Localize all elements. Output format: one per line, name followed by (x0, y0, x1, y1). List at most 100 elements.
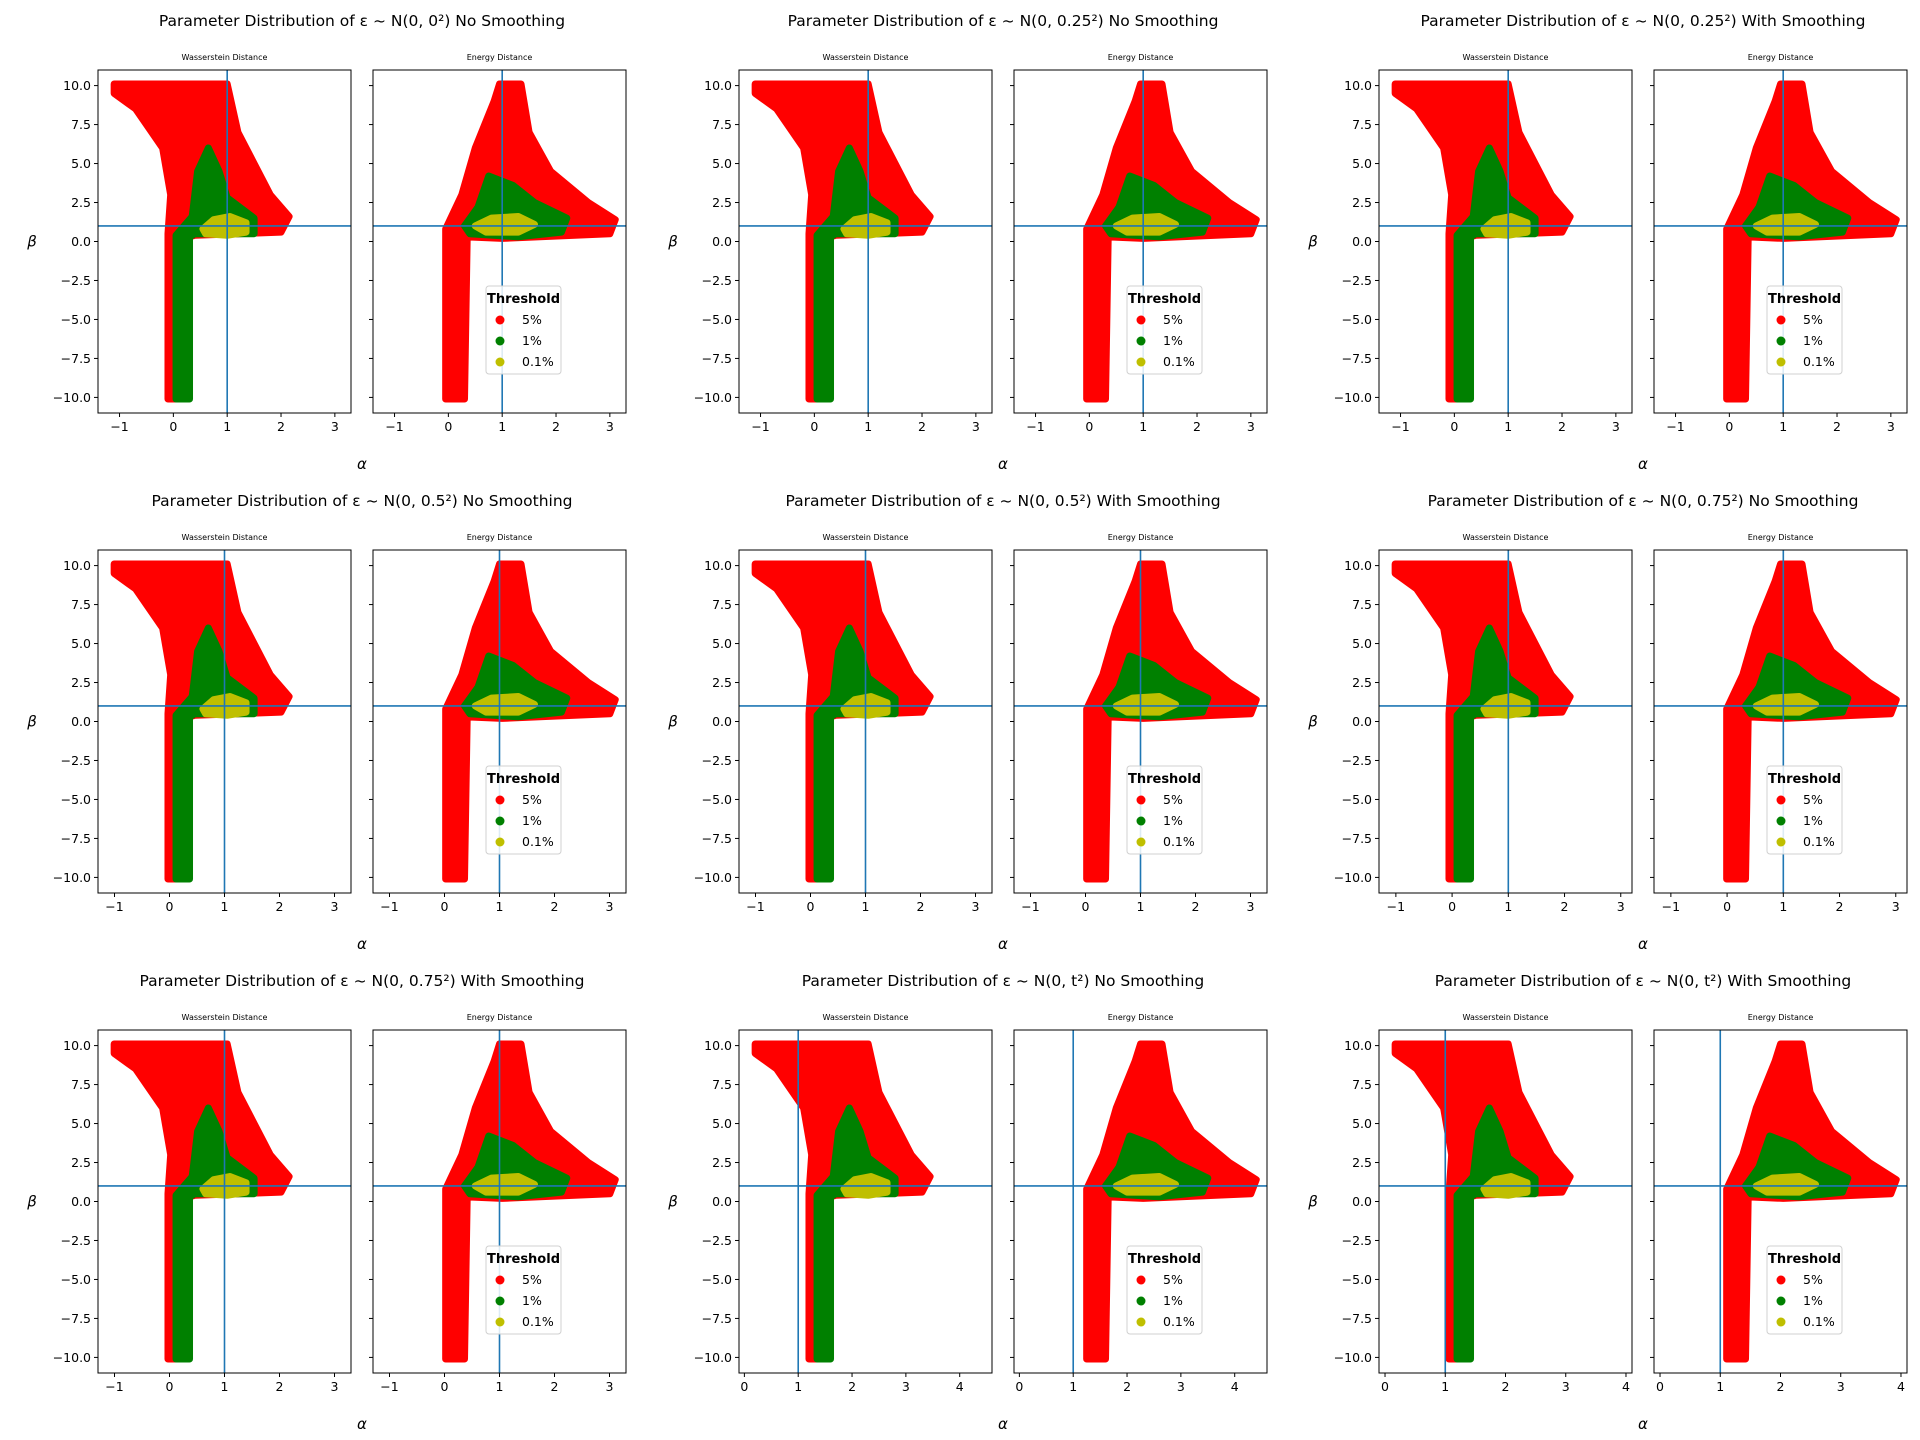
legend-marker-1 (495, 1275, 505, 1285)
x-tick-label: 4 (1231, 1379, 1239, 1394)
legend-marker-3 (1136, 837, 1146, 847)
x-tick-label: 3 (1247, 419, 1255, 434)
x-tick-label: −1 (385, 419, 403, 434)
panel-title: Parameter Distribution of ε ~ N(0, t²) W… (1435, 972, 1852, 990)
legend-marker-2 (1136, 336, 1146, 346)
panel-9: Parameter Distribution of ε ~ N(0, t²) W… (1307, 972, 1908, 1433)
x-tick-label: 1 (1137, 899, 1145, 914)
x-tick-label: 3 (972, 419, 980, 434)
y-axis-label: β (1307, 233, 1318, 251)
legend-box (1766, 1245, 1843, 1335)
region-1pct (813, 144, 899, 403)
x-tick-label: 1 (223, 419, 231, 434)
x-tick-label: 2 (918, 419, 926, 434)
x-tick-label: −1 (751, 419, 769, 434)
region-5pct (1083, 560, 1260, 883)
legend-box (485, 1245, 562, 1335)
x-tick-label: 1 (1139, 419, 1147, 434)
region-layer (1723, 560, 1900, 883)
x-tick-label: 3 (331, 419, 339, 434)
legend-marker-1 (495, 795, 505, 805)
panel-title: Parameter Distribution of ε ~ N(0, 0.75²… (140, 972, 585, 990)
x-tick-label: 0 (1723, 899, 1731, 914)
y-tick-label: 2.5 (1352, 1155, 1372, 1170)
y-tick-label: 10.0 (63, 78, 91, 93)
y-tick-label: −7.5 (61, 351, 91, 366)
legend-title: Threshold (1768, 1252, 1841, 1267)
x-tick-label: 3 (1892, 899, 1900, 914)
legend-label: 5% (522, 1272, 542, 1287)
region-01pct (1112, 693, 1179, 716)
y-axis-label: β (667, 713, 678, 731)
x-axis-label: α (1638, 935, 1648, 953)
y-tick-label: −2.5 (1342, 273, 1372, 288)
legend-label: 5% (1803, 312, 1823, 327)
x-tick-label: 3 (1617, 899, 1625, 914)
y-tick-label: −5.0 (61, 1272, 91, 1287)
y-tick-label: 7.5 (712, 597, 732, 612)
y-tick-label: −2.5 (61, 753, 91, 768)
panel-title: Parameter Distribution of ε ~ N(0, 0.75²… (1428, 492, 1859, 510)
subplot-title: Wasserstein Distance (823, 53, 909, 62)
legend-marker-2 (1776, 816, 1786, 826)
y-tick-label: −10.0 (53, 1350, 91, 1365)
legend-label: 0.1% (1163, 354, 1195, 369)
legend-label: 1% (522, 813, 542, 828)
legend-marker-2 (1136, 1296, 1146, 1306)
x-tick-label: 0 (1015, 1379, 1023, 1394)
region-layer (110, 80, 293, 403)
energy-subplot: Energy Distance −1 0 1 2 3 Threshold 5% 1% 0.1% (1010, 53, 1268, 434)
y-tick-label: 5.0 (712, 636, 732, 651)
y-tick-label: −5.0 (61, 792, 91, 807)
y-tick-label: 10.0 (704, 558, 732, 573)
region-5pct (1083, 1040, 1260, 1363)
legend-marker-3 (495, 1317, 505, 1327)
region-1pct (172, 144, 258, 403)
legend-marker-3 (1776, 357, 1786, 367)
y-tick-label: 7.5 (1352, 1077, 1372, 1092)
x-tick-label: 0 (740, 1379, 748, 1394)
y-tick-label: −7.5 (702, 831, 732, 846)
region-01pct (1112, 213, 1179, 236)
wasserstein-subplot: Wasserstein Distance −1 0 1 2 3 −10.0 −7.5 −5.0 −… (1334, 533, 1633, 914)
y-tick-label: 2.5 (1352, 195, 1372, 210)
y-tick-label: −5.0 (1342, 792, 1372, 807)
region-5pct (1391, 560, 1574, 883)
y-tick-label: −7.5 (702, 351, 732, 366)
y-tick-label: 0.0 (71, 234, 91, 249)
y-tick-label: 10.0 (63, 1038, 91, 1053)
legend-title: Threshold (1768, 772, 1841, 787)
x-tick-label: 1 (496, 899, 504, 914)
y-tick-label: 5.0 (712, 1116, 732, 1131)
legend-label: 0.1% (1163, 1314, 1195, 1329)
legend-box (485, 285, 562, 375)
region-01pct (471, 1173, 538, 1196)
region-5pct (751, 560, 934, 883)
y-tick-label: −5.0 (702, 792, 732, 807)
y-tick-label: 7.5 (71, 597, 91, 612)
legend-label: 1% (1163, 813, 1183, 828)
y-tick-label: −5.0 (702, 1272, 732, 1287)
y-tick-label: 0.0 (71, 1194, 91, 1209)
x-tick-label: 2 (276, 899, 284, 914)
legend-marker-1 (1136, 1275, 1146, 1285)
y-tick-label: 5.0 (712, 156, 732, 171)
region-5pct (1391, 80, 1574, 403)
legend-label: 1% (1803, 813, 1823, 828)
x-tick-label: 2 (1777, 1379, 1785, 1394)
legend-marker-2 (495, 1296, 505, 1306)
x-tick-label: 2 (1836, 899, 1844, 914)
legend-box (1126, 765, 1203, 855)
region-01pct (471, 213, 538, 236)
y-tick-label: 5.0 (1352, 636, 1372, 651)
x-tick-label: 3 (1612, 419, 1620, 434)
x-tick-label: 2 (551, 899, 559, 914)
energy-subplot: Energy Distance −1 0 1 2 3 Threshold 5% 1% 0.1% (1010, 533, 1268, 914)
y-tick-label: 5.0 (1352, 156, 1372, 171)
region-1pct (1453, 624, 1539, 883)
region-1pct (1453, 144, 1539, 403)
legend-label: 1% (522, 1293, 542, 1308)
region-layer (1391, 80, 1574, 403)
legend-marker-1 (495, 315, 505, 325)
x-tick-label: 2 (1502, 1379, 1510, 1394)
